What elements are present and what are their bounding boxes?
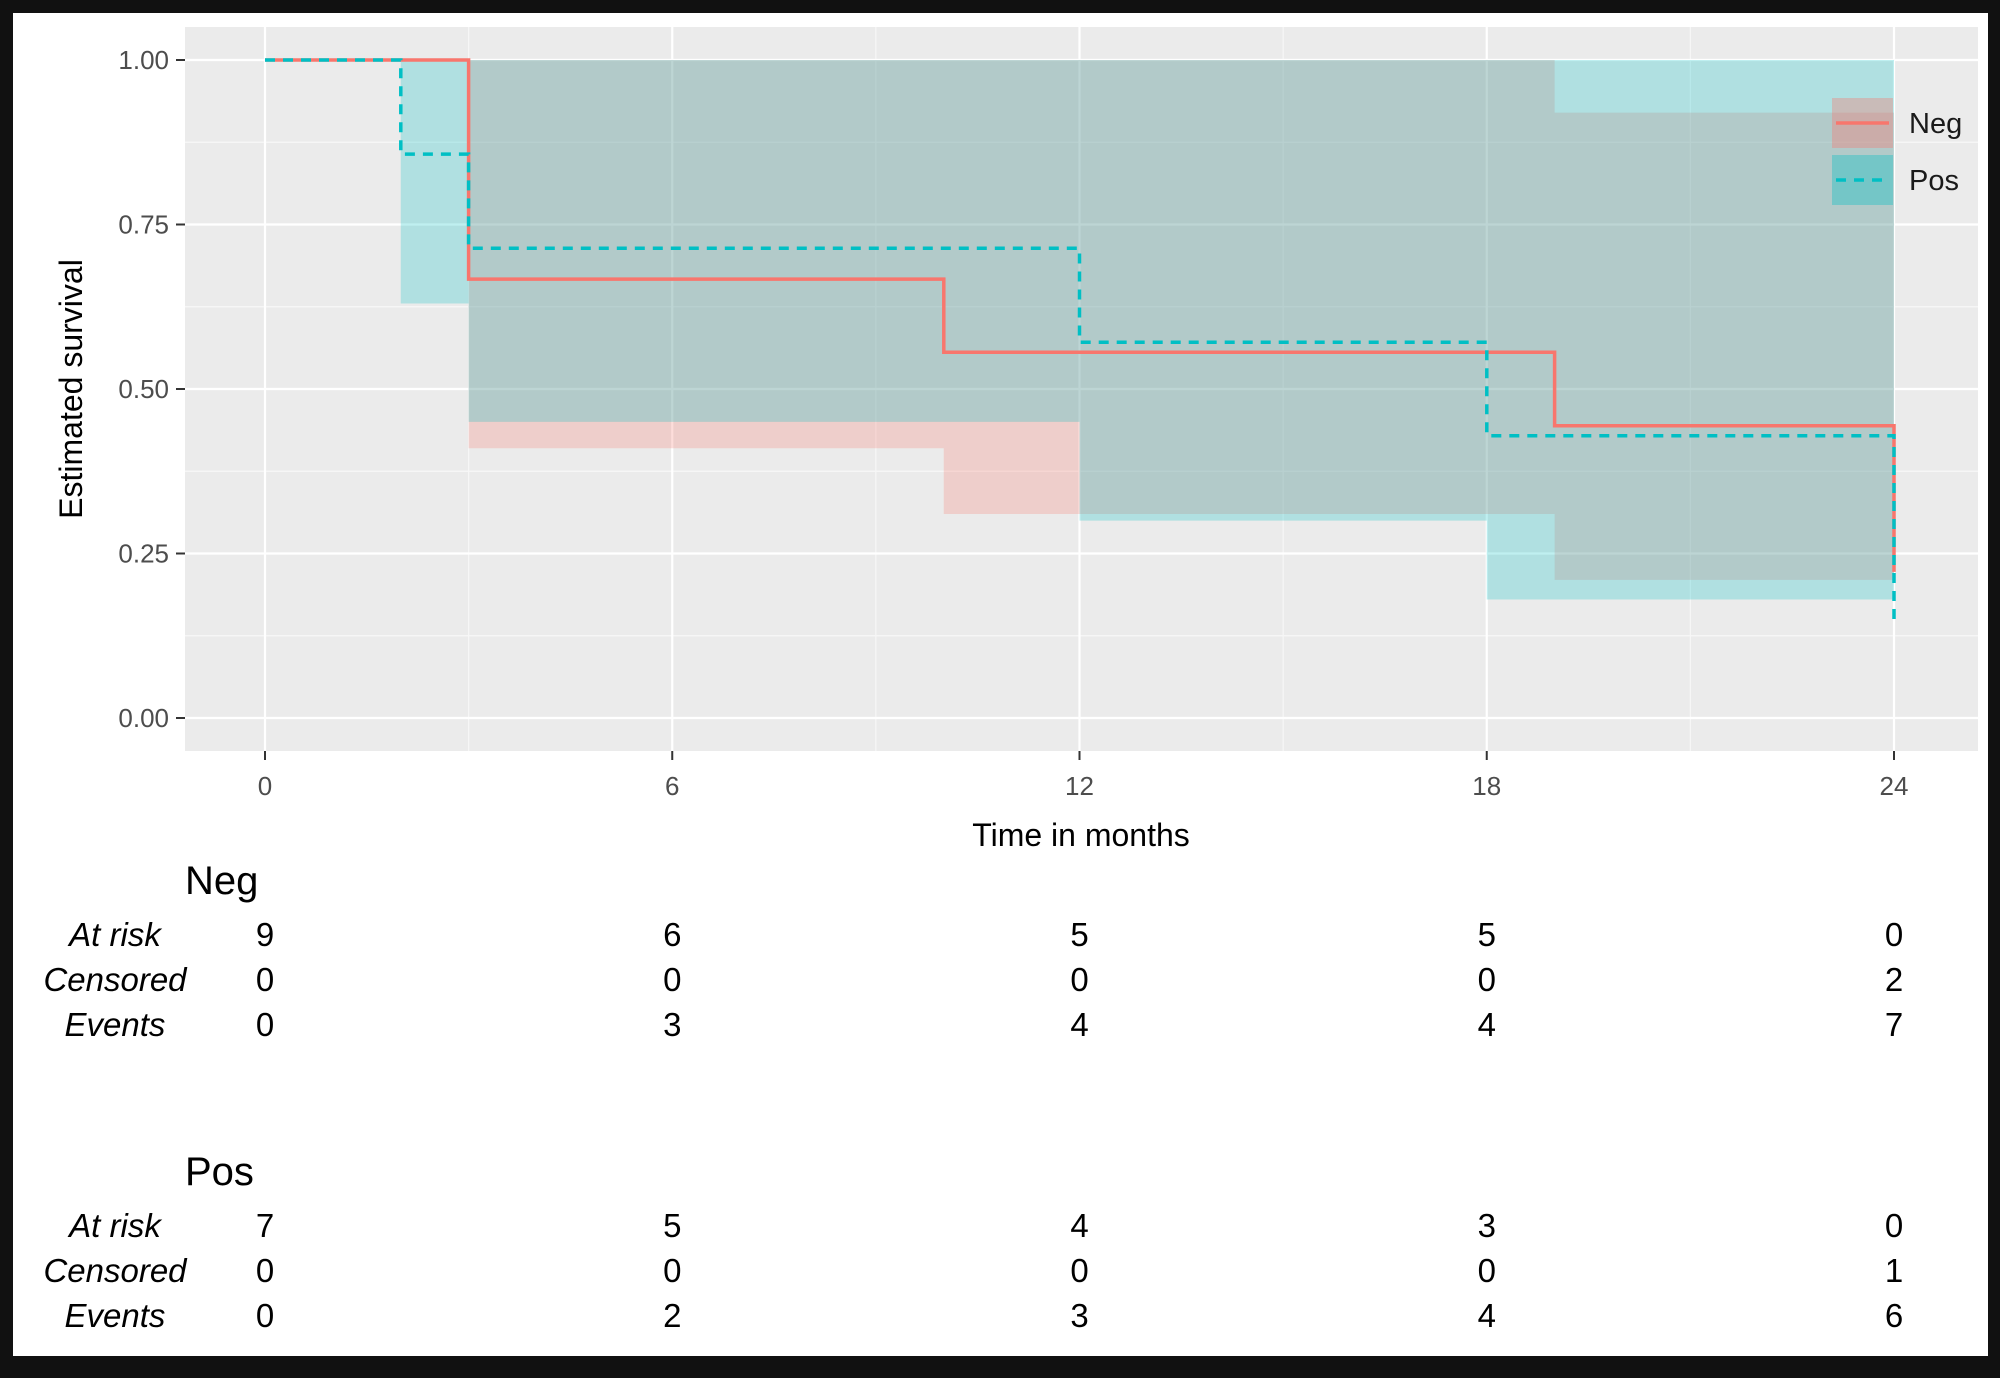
y-tick-label: 0.50: [118, 374, 169, 404]
y-tick-label: 0.00: [118, 703, 169, 733]
y-tick-label: 1.00: [118, 45, 169, 75]
legend-item-neg: Neg: [1832, 98, 1962, 148]
ci-ribbon-neg: [468, 60, 1894, 580]
risk-value: 5: [1477, 916, 1496, 953]
x-tick-label: 24: [1880, 771, 1909, 801]
risk-row-label: At risk: [69, 916, 161, 953]
x-tick-label: 18: [1472, 771, 1501, 801]
risk-value: 3: [1070, 1297, 1089, 1334]
risk-value: 0: [255, 1252, 275, 1289]
risk-value: 4: [1070, 1207, 1089, 1244]
risk-row-label: Events: [64, 1006, 166, 1043]
legend-label: Pos: [1909, 165, 1959, 197]
y-tick-label: 0.25: [118, 539, 169, 569]
risk-value: 1: [1884, 1252, 1904, 1289]
screenshot-border-top: [0, 0, 2000, 13]
y-axis-title: Estimated survival: [53, 259, 89, 519]
risk-row-label: Events: [64, 1297, 166, 1334]
risk-group-title: Neg: [185, 859, 259, 903]
legend-item-pos: Pos: [1832, 155, 1959, 205]
risk-value: 5: [663, 1207, 682, 1244]
risk-value: 0: [1477, 961, 1496, 998]
risk-value: 0: [1884, 916, 1904, 953]
risk-value: 0: [255, 961, 275, 998]
risk-row-label: Censored: [43, 961, 187, 998]
risk-value: 2: [663, 1297, 682, 1334]
risk-value: 4: [1477, 1006, 1496, 1043]
risk-value: 0: [663, 1252, 682, 1289]
risk-value: 4: [1070, 1006, 1089, 1043]
risk-row-label: Censored: [43, 1252, 187, 1289]
risk-value: 0: [663, 961, 682, 998]
x-tick-label: 12: [1065, 771, 1094, 801]
risk-value: 6: [1884, 1297, 1904, 1334]
risk-value: 5: [1070, 916, 1089, 953]
risk-value: 7: [255, 1207, 275, 1244]
screenshot-border-right: [1988, 0, 2000, 1378]
screenshot-border-left: [0, 0, 13, 1378]
risk-value: 9: [255, 916, 275, 953]
risk-value: 4: [1477, 1297, 1496, 1334]
risk-row-label: At risk: [69, 1207, 161, 1244]
risk-value: 0: [1070, 961, 1089, 998]
risk-value: 3: [663, 1006, 682, 1043]
x-tick-label: 0: [258, 771, 272, 801]
risk-group-title: Pos: [185, 1150, 254, 1194]
legend-label: Neg: [1909, 108, 1962, 140]
screenshot-border-bottom: [0, 1356, 2000, 1378]
survival-curve-neg: [265, 58, 1896, 572]
risk-value: 7: [1884, 1006, 1904, 1043]
risk-value: 0: [255, 1006, 275, 1043]
ci-ribbon-pos: [400, 60, 1894, 600]
risk-value: 0: [255, 1297, 275, 1334]
x-axis-title: Time in months: [972, 817, 1190, 853]
risk-value: 0: [1477, 1252, 1496, 1289]
risk-value: 0: [1884, 1207, 1904, 1244]
km-plot-canvas: 1.00 0.75 0.50 0.25 0.00 0 6 12 18 24 Neg Pos Time…: [53, 27, 1978, 853]
risk-value: 0: [1070, 1252, 1089, 1289]
y-tick-label: 0.75: [118, 210, 169, 240]
survival-curve-pos: [265, 58, 1896, 624]
risk-value: 3: [1477, 1207, 1496, 1244]
risk-value: 6: [663, 916, 682, 953]
risk-value: 2: [1884, 961, 1904, 998]
x-tick-label: 6: [665, 771, 679, 801]
